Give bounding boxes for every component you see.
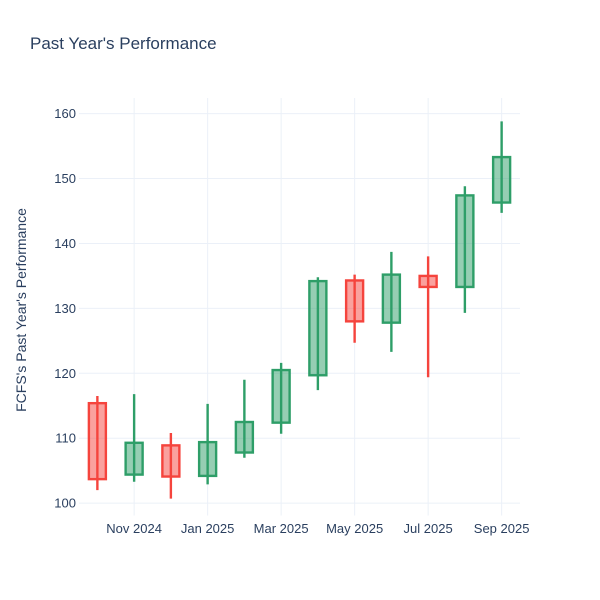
x-tick-label: Nov 2024 xyxy=(106,521,162,536)
y-axis-tick-labels: 100 110 120 130 140 150 160 xyxy=(54,106,76,511)
candle-feb-2025[interactable] xyxy=(234,379,255,458)
candle-mar-2025[interactable] xyxy=(271,362,291,434)
x-axis-tick-labels: Nov 2024 Jan 2025 Mar 2025 May 2025 Jul 2025… xyxy=(106,521,529,536)
candle-body xyxy=(491,155,512,204)
candle-apr-2025[interactable] xyxy=(308,277,328,391)
candle-jul-2025[interactable] xyxy=(418,256,438,378)
y-tick-label: 110 xyxy=(55,431,76,446)
candle-body xyxy=(308,279,328,377)
candle-aug-2025[interactable] xyxy=(455,186,475,313)
candle-body xyxy=(197,440,218,478)
candle-body xyxy=(87,401,108,481)
y-tick-label: 130 xyxy=(54,301,76,316)
x-tick-label: Sep 2025 xyxy=(474,521,530,536)
candle-jan-2025[interactable] xyxy=(197,403,218,485)
candles-series xyxy=(87,121,512,499)
y-tick-label: 140 xyxy=(54,236,76,251)
x-tick-label: Jan 2025 xyxy=(181,521,235,536)
candle-sep-2025[interactable] xyxy=(491,121,512,213)
y-tick-label: 100 xyxy=(54,496,76,511)
y-tick-label: 150 xyxy=(54,171,76,186)
gridlines xyxy=(79,98,520,516)
x-tick-label: May 2025 xyxy=(326,521,383,536)
candle-body xyxy=(381,273,402,324)
candle-oct-2024[interactable] xyxy=(87,396,108,491)
candle-body xyxy=(161,444,181,478)
x-tick-label: Mar 2025 xyxy=(254,521,309,536)
candle-jun-2025[interactable] xyxy=(381,251,402,352)
candle-body xyxy=(271,368,291,424)
candle-body xyxy=(234,420,255,454)
candle-body xyxy=(344,279,365,323)
candle-body xyxy=(124,441,144,476)
candle-may-2025[interactable] xyxy=(344,274,365,343)
y-tick-label: 160 xyxy=(54,106,76,121)
candle-dec-2024[interactable] xyxy=(161,433,181,499)
candle-body xyxy=(455,194,475,289)
candle-nov-2024[interactable] xyxy=(124,394,144,482)
x-tick-label: Jul 2025 xyxy=(404,521,453,536)
y-tick-label: 120 xyxy=(54,366,76,381)
candle-body xyxy=(418,274,438,289)
chart-title: Past Year's Performance xyxy=(30,34,217,53)
